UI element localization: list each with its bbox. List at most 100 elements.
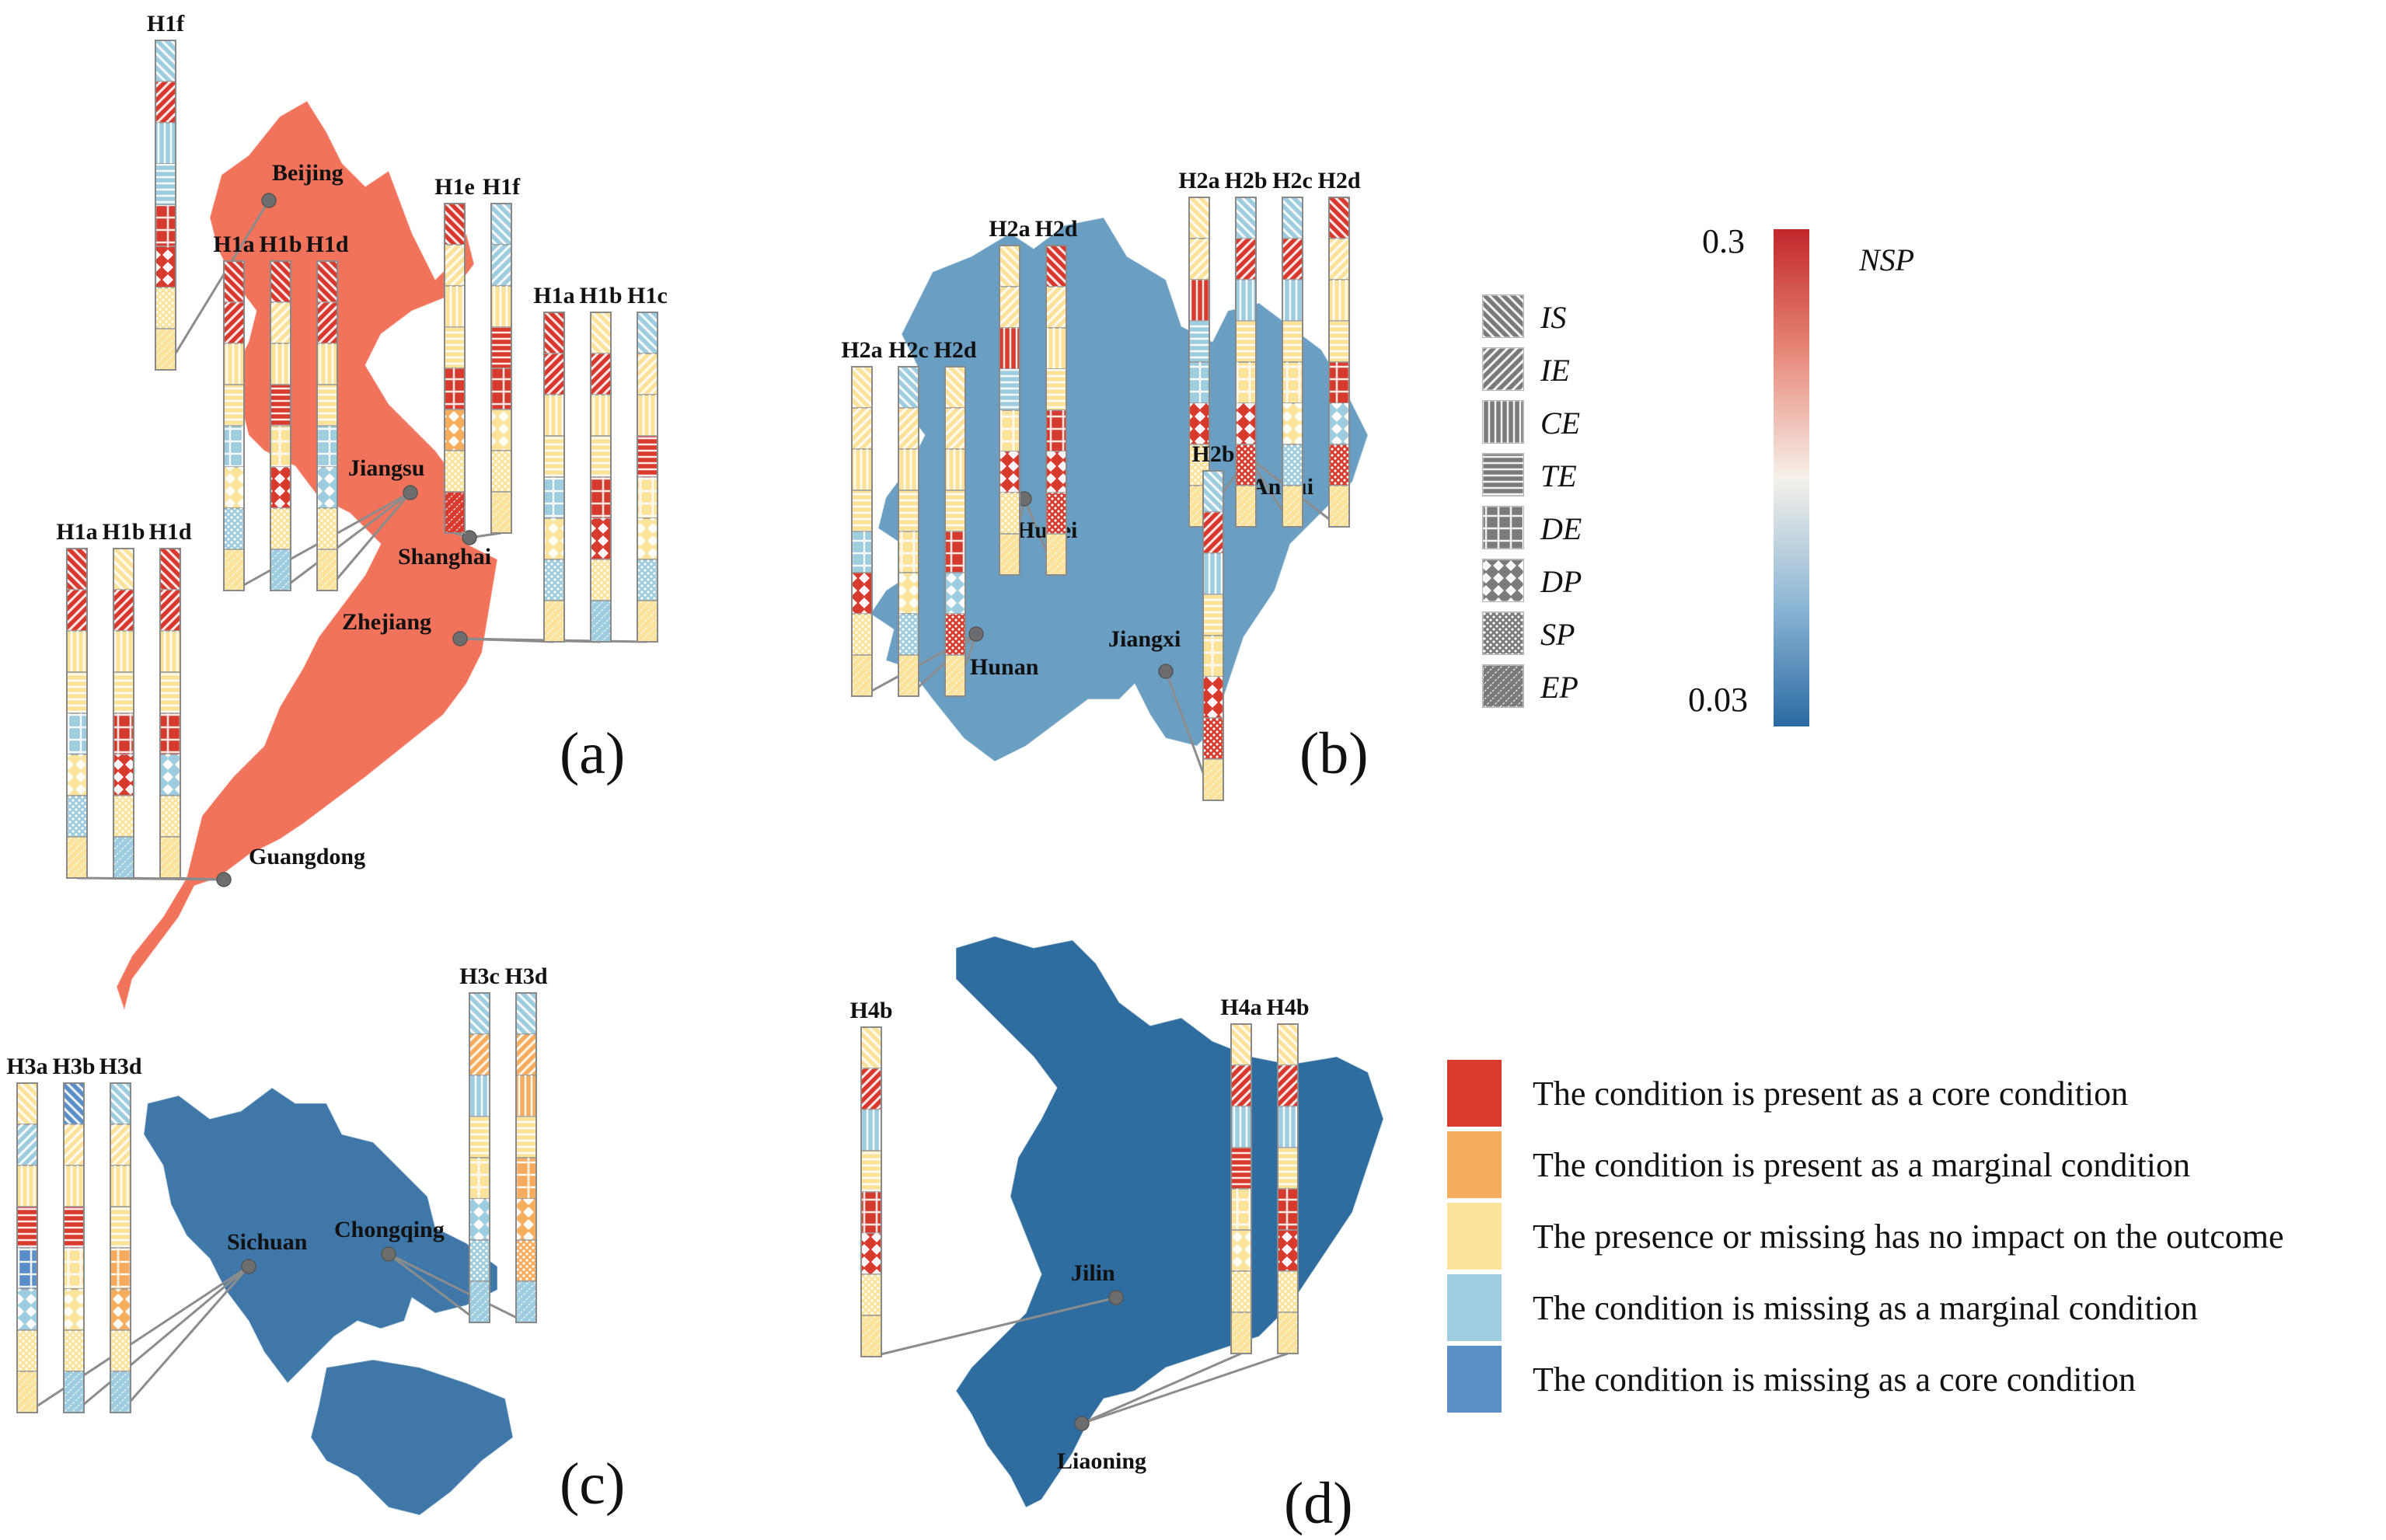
hypothesis-label: H4a <box>1220 995 1261 1020</box>
bar-outline <box>1202 470 1224 801</box>
hypothesis-label: H1d <box>148 519 191 545</box>
bar-cell-pattern <box>17 1330 37 1371</box>
bar-cell-pattern <box>155 82 176 123</box>
bar-cell-pattern <box>1203 677 1223 718</box>
bar-cell-pattern <box>945 449 965 490</box>
condition-swatch <box>1447 1274 1502 1341</box>
bar-cell-pattern <box>544 354 564 395</box>
bar-cell-pattern <box>1236 362 1256 403</box>
bar-cell-pattern <box>445 368 465 409</box>
bar-cell-pattern <box>224 261 244 302</box>
bar-cell-pattern <box>270 426 291 467</box>
province-dot-beijing <box>261 193 277 208</box>
bar-cell-pattern <box>852 490 872 531</box>
bar-outline <box>1045 245 1067 576</box>
bar-cell-pattern <box>544 601 564 642</box>
bar-cell-pattern <box>516 1117 536 1158</box>
bar-outline <box>490 203 512 534</box>
nsp-min-label: 0.03 <box>1688 681 1748 719</box>
bar-group-hunan: H2a H2c H2d <box>841 337 977 697</box>
panel-label-b: (b) <box>1299 721 1369 786</box>
bar-cell-pattern <box>17 1165 37 1207</box>
bar-cell-pattern <box>1231 1024 1251 1065</box>
hypothesis-label: H2a <box>841 337 882 363</box>
bar-group-guangdong: H1a H1b H1d <box>56 519 192 879</box>
bar-cell-pattern <box>999 493 1020 534</box>
bar-cell-pattern <box>317 549 337 591</box>
bar-cell-pattern <box>1329 486 1349 527</box>
west-region-map <box>143 1087 514 1516</box>
nsp-max-label: 0.3 <box>1702 222 1745 260</box>
bar-cell-pattern <box>1189 280 1209 321</box>
bar-outline <box>270 260 291 591</box>
bar-cell-pattern <box>544 477 564 518</box>
bar-cell-pattern <box>861 1315 881 1357</box>
bar-outline <box>1230 1023 1252 1354</box>
hypothesis-label: H2a <box>1178 168 1219 193</box>
bar-cell-pattern <box>861 1274 881 1315</box>
pattern-swatch-fill <box>1483 507 1523 549</box>
bar-cell-pattern <box>852 449 872 490</box>
hypothesis-label: H1b <box>579 283 622 308</box>
bar-cell-pattern <box>898 655 919 696</box>
bar-cell-pattern <box>469 1281 490 1322</box>
leader-line <box>388 1253 527 1324</box>
bar-cell-pattern <box>898 490 919 531</box>
bar-cell-pattern <box>1236 321 1256 362</box>
province-dot-jiangxi <box>1158 664 1174 679</box>
bar-cell-pattern <box>469 1117 490 1158</box>
bar-cell-pattern <box>491 286 511 327</box>
bar-cell-pattern <box>1282 444 1303 486</box>
condition-legend-item: The condition is present as a core condi… <box>1447 1060 2128 1127</box>
bar-cell-pattern <box>591 559 611 601</box>
leader-line <box>1081 1352 1242 1425</box>
bar-cell-pattern <box>224 302 244 343</box>
hypothesis-label: H2d <box>1034 216 1077 242</box>
bar-cell-pattern <box>160 549 180 590</box>
bar-cell-pattern <box>110 1248 131 1289</box>
pattern-swatch-fill <box>1483 454 1523 496</box>
bar-cell-pattern <box>516 1281 536 1322</box>
bar-cell-pattern <box>945 655 965 696</box>
bar-cell-pattern <box>1236 444 1256 486</box>
bar-cell-pattern <box>544 518 564 559</box>
bar-cell-pattern <box>491 409 511 451</box>
condition-legend-label: The presence or missing has no impact on… <box>1533 1218 2284 1256</box>
bar-cell-pattern <box>445 204 465 245</box>
bar-cell-pattern <box>67 590 87 631</box>
bar-cell-pattern <box>1046 451 1066 493</box>
bar-cell-pattern <box>637 436 658 477</box>
bar-cell-pattern <box>155 287 176 329</box>
bar-cell-pattern <box>1203 512 1223 553</box>
bar-cell-pattern <box>155 246 176 287</box>
bar-cell-pattern <box>160 754 180 796</box>
pattern-legend-item-is: IS <box>1482 294 1566 338</box>
bar-cell-pattern <box>1329 403 1349 444</box>
hypothesis-label: H2d <box>1317 168 1360 193</box>
bar-cell-pattern <box>637 312 658 354</box>
hypothesis-label: H2c <box>1272 168 1313 193</box>
hypothesis-label: H3c <box>459 963 500 989</box>
bar-cell-pattern <box>1231 1065 1251 1106</box>
bar-cell-pattern <box>113 672 134 713</box>
bar-cell-pattern <box>1203 594 1223 636</box>
bar-cell-pattern <box>1282 197 1303 239</box>
bar-cell-pattern <box>591 436 611 477</box>
bar-cell-pattern <box>1189 362 1209 403</box>
bar-cell-pattern <box>469 993 490 1034</box>
bar-cell-pattern <box>544 559 564 601</box>
pattern-legend-item-sp: SP <box>1482 611 1575 655</box>
bar-cell-pattern <box>945 531 965 573</box>
bar-group-zhejiang: H1a H1b H1c <box>533 283 668 643</box>
bar-cell-pattern <box>1046 369 1066 410</box>
bar-cell-pattern <box>160 796 180 837</box>
bar-cell-pattern <box>160 590 180 631</box>
bar-cell-pattern <box>270 467 291 508</box>
bar-cell-pattern <box>999 534 1020 575</box>
bar-outline <box>898 366 919 697</box>
bar-cell-pattern <box>999 451 1020 493</box>
bar-outline <box>155 40 176 371</box>
bar-cell-pattern <box>17 1289 37 1330</box>
pattern-swatch-fill <box>1483 559 1523 601</box>
